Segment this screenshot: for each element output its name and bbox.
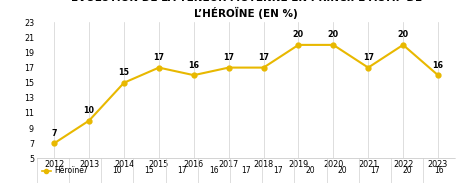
Text: 10: 10: [112, 166, 122, 175]
Text: 16: 16: [209, 166, 218, 175]
Text: 17: 17: [257, 53, 269, 62]
Text: 15: 15: [145, 166, 154, 175]
Text: 10: 10: [84, 106, 95, 115]
Text: 16: 16: [188, 61, 199, 70]
Text: 17: 17: [223, 53, 234, 62]
Text: 20: 20: [397, 30, 408, 39]
Title: EVOLUTION DE LA TENEUR MOYENNE EN PRINCIPE ACTIF DE
L’HÉROÏNE (EN %): EVOLUTION DE LA TENEUR MOYENNE EN PRINCI…: [70, 0, 421, 19]
Text: Héroïne: Héroïne: [55, 166, 84, 175]
Text: 17: 17: [273, 166, 282, 175]
Text: 17: 17: [369, 166, 379, 175]
Text: 20: 20: [337, 166, 347, 175]
Text: 20: 20: [305, 166, 314, 175]
Text: 17: 17: [153, 53, 164, 62]
Text: 16: 16: [434, 166, 443, 175]
Text: 16: 16: [431, 61, 442, 70]
Text: 7: 7: [51, 129, 57, 138]
Text: 20: 20: [292, 30, 303, 39]
Text: 7: 7: [83, 166, 87, 175]
Text: 17: 17: [241, 166, 250, 175]
Text: 20: 20: [327, 30, 338, 39]
Text: 17: 17: [362, 53, 373, 62]
Text: 15: 15: [118, 68, 129, 77]
Text: 20: 20: [402, 166, 411, 175]
Text: 17: 17: [177, 166, 186, 175]
